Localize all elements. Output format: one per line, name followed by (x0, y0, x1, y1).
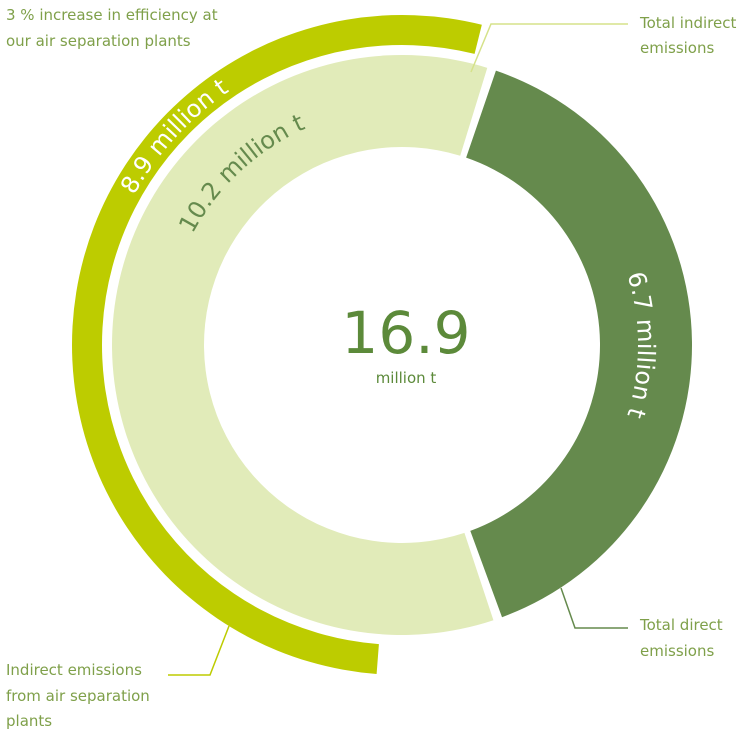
annotation-total-indirect: Total indirect emissions (639, 14, 741, 57)
total-unit: million t (376, 369, 437, 387)
direct-emissions-arc (466, 70, 692, 618)
leader-line-air-separation (168, 625, 230, 676)
leader-line-direct (560, 587, 628, 629)
annotation-efficiency: 3 % increase in efficiency at our air se… (6, 6, 222, 50)
indirect-emissions-arc (111, 54, 494, 635)
annotation-air-separation: Indirect emissions from air separation p… (6, 661, 155, 730)
total-value: 16.9 (341, 299, 470, 367)
leader-line-indirect (470, 23, 628, 73)
annotation-total-direct: Total direct emissions (639, 616, 727, 660)
